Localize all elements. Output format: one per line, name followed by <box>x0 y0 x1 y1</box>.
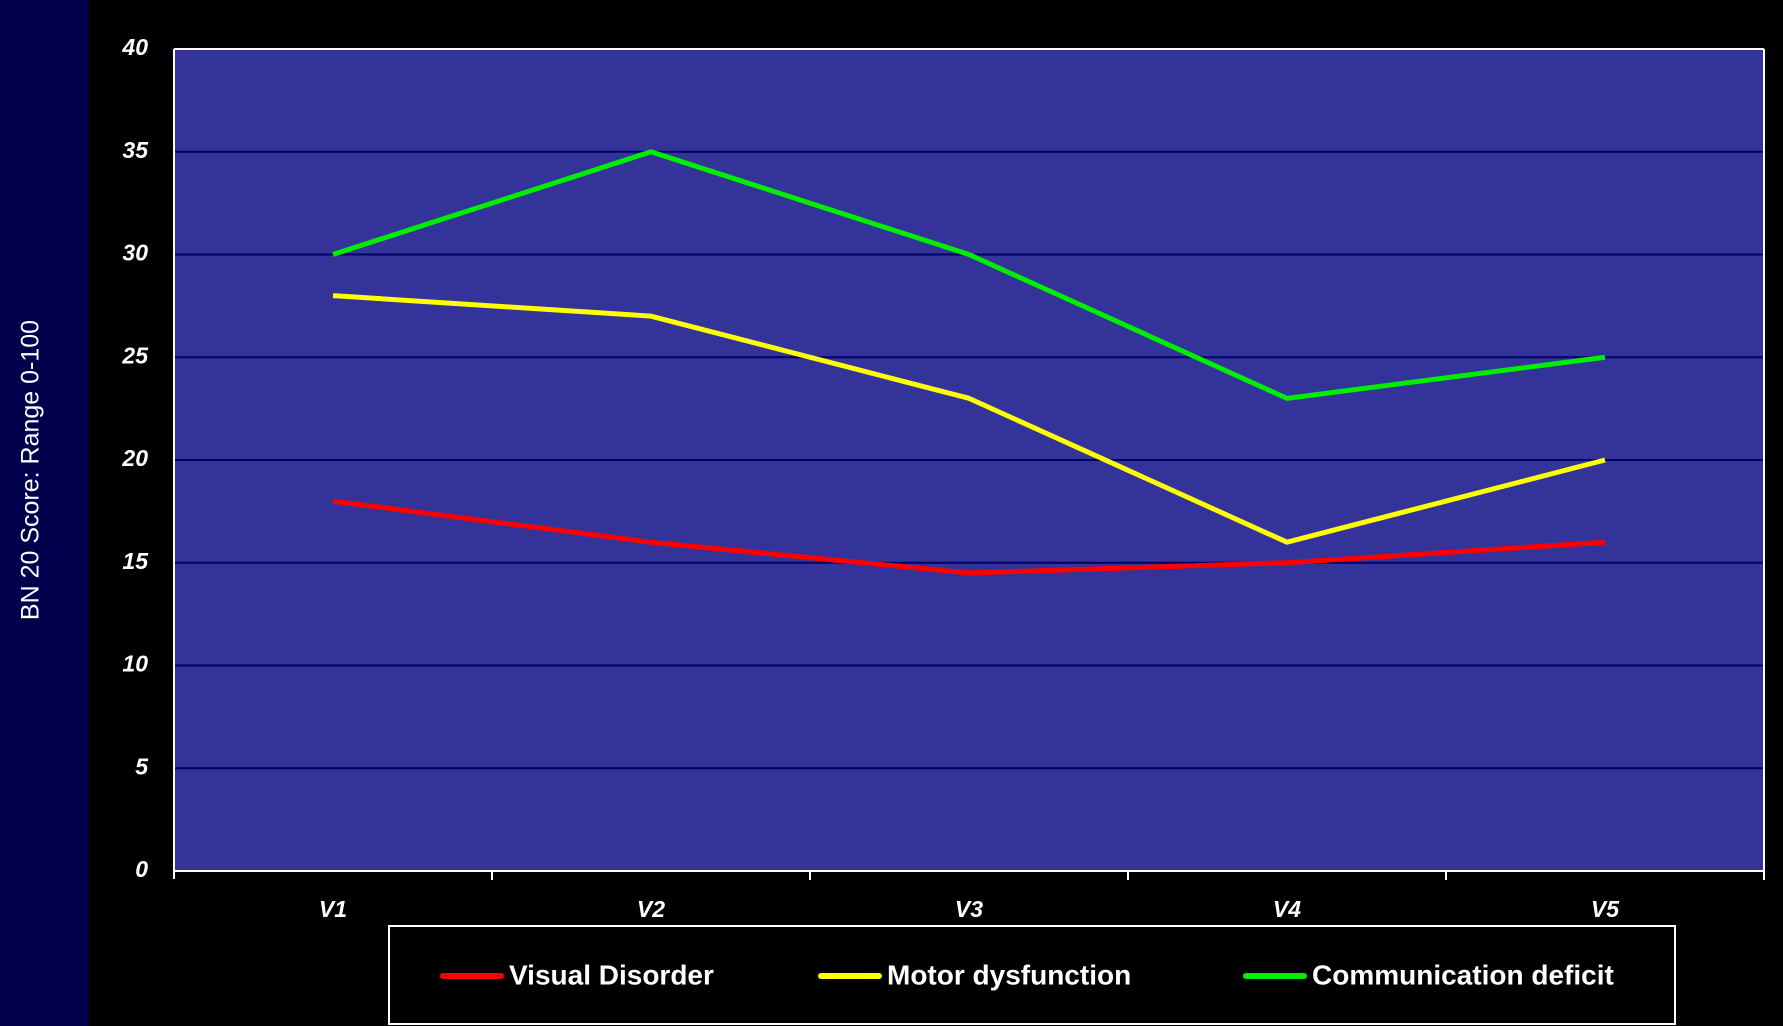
x-tick-label: V2 <box>637 896 665 922</box>
legend-label: Communication deficit <box>1312 959 1614 990</box>
x-tick-label: V1 <box>319 896 347 922</box>
series-line <box>332 498 1606 576</box>
y-tick-label: 10 <box>122 651 148 677</box>
x-tick-label: V4 <box>1273 896 1301 922</box>
y-axis-label: BN 20 Score: Range 0-100 <box>17 320 45 620</box>
y-tick-label: 25 <box>121 342 149 368</box>
y-tick-label: 0 <box>135 856 148 882</box>
y-tick-label: 30 <box>122 240 148 266</box>
series-line <box>332 149 1606 401</box>
y-tick-label: 15 <box>122 548 149 574</box>
y-tick-label: 20 <box>121 445 148 471</box>
series-line <box>332 293 1606 545</box>
side-strip <box>0 0 89 1026</box>
y-tick-label: 5 <box>135 753 149 779</box>
legend-box <box>388 925 1676 1025</box>
legend-label: Visual Disorder <box>509 959 714 990</box>
x-tick-label: V5 <box>1591 896 1620 922</box>
y-tick-label: 35 <box>122 137 149 163</box>
y-tick-label: 40 <box>121 34 148 60</box>
legend-label: Motor dysfunction <box>887 959 1131 990</box>
x-tick-label: V3 <box>955 896 983 922</box>
